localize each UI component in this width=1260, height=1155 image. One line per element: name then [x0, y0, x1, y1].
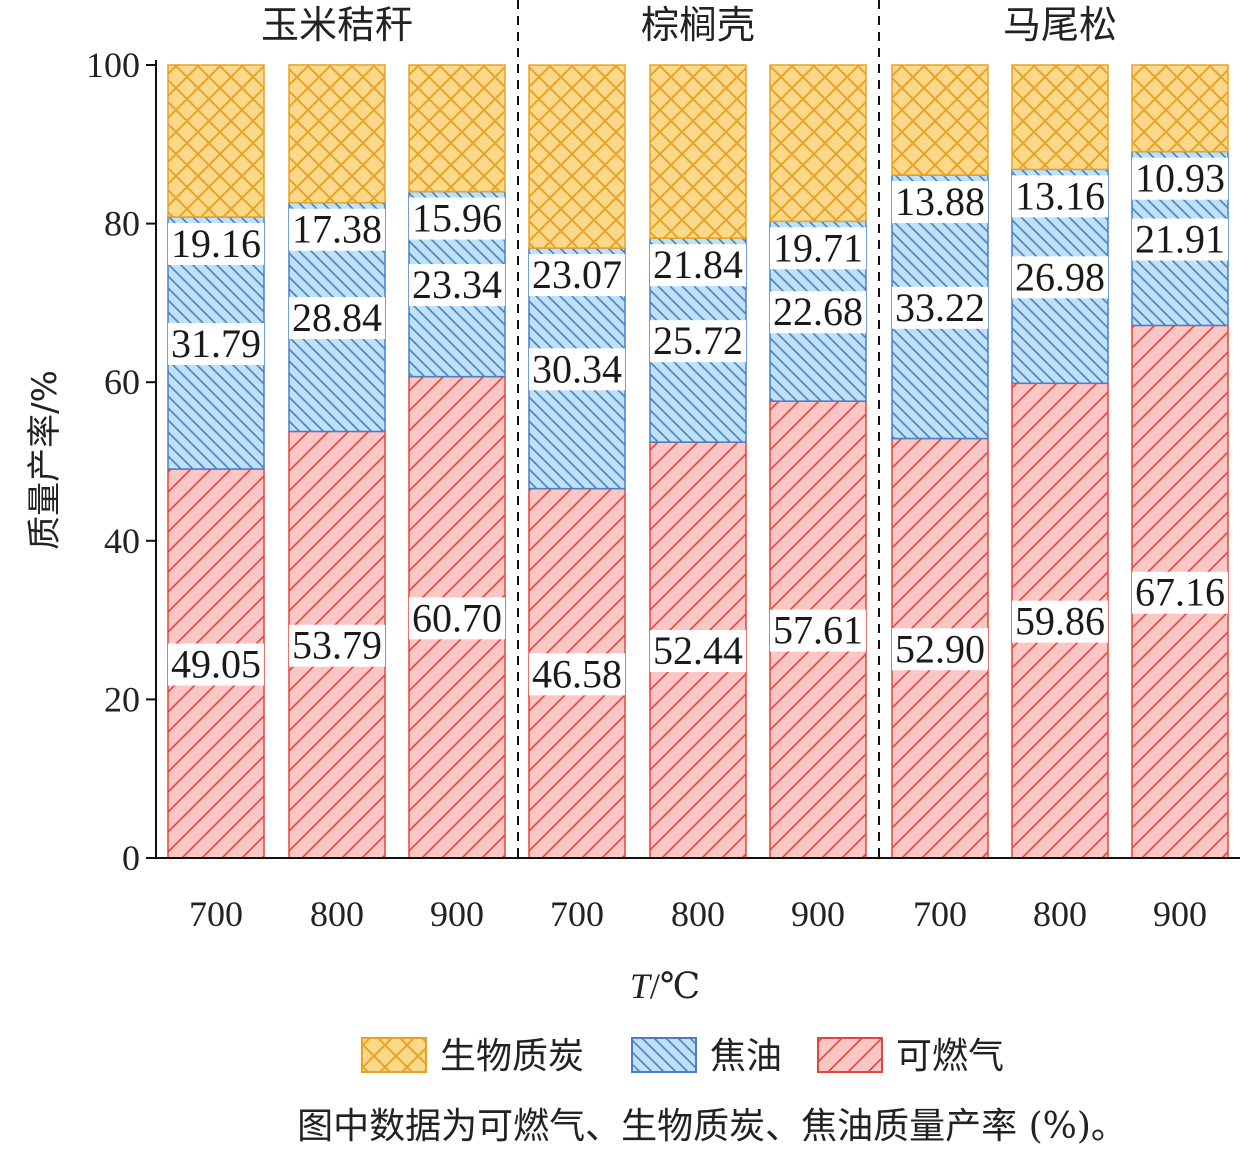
value-label-char-1: 17.38 — [292, 207, 382, 252]
value-label-bg-tar-4 — [650, 320, 746, 363]
y-tick-label-5: 100 — [86, 45, 140, 85]
value-label-bg-gas-6 — [892, 628, 988, 671]
value-label-tar-7: 26.98 — [1015, 254, 1105, 299]
value-label-bg-char-3 — [529, 254, 625, 297]
value-label-gas-2: 60.70 — [412, 595, 502, 640]
bar-segment-char-0 — [167, 64, 265, 218]
x-ticks: 700 800 900 700 800 900 700 800 900 — [189, 894, 1207, 934]
value-label-bg-char-1 — [289, 208, 385, 251]
value-label-char-8: 10.93 — [1135, 156, 1225, 201]
bar-segment-char-8 — [1131, 64, 1229, 153]
value-label-bg-tar-1 — [289, 297, 385, 340]
y-ticks: 0 20 40 60 80 100 — [86, 45, 156, 878]
x-axis-label: T/℃ — [630, 966, 700, 1006]
y-tick-label-1: 20 — [104, 679, 140, 719]
value-label-bg-char-4 — [650, 244, 746, 287]
value-label-char-0: 19.16 — [171, 221, 261, 266]
value-label-bg-tar-8 — [1132, 218, 1228, 261]
value-label-char-5: 19.71 — [773, 225, 863, 270]
value-label-bg-char-5 — [770, 227, 866, 270]
value-label-gas-6: 52.90 — [895, 626, 985, 671]
value-label-tar-5: 22.68 — [773, 289, 863, 334]
y-axis-label: 质量产率/% — [25, 370, 65, 550]
bar-segment-char-3 — [528, 64, 626, 249]
legend-swatch-gas — [817, 1037, 883, 1073]
value-label-tar-1: 28.84 — [292, 295, 382, 340]
value-label-bg-char-2 — [409, 197, 505, 240]
value-label-bg-gas-3 — [529, 653, 625, 696]
value-label-bg-gas-5 — [770, 609, 866, 652]
value-label-bg-gas-8 — [1132, 571, 1228, 614]
value-label-char-4: 21.84 — [653, 242, 743, 287]
value-label-bg-tar-3 — [529, 348, 625, 391]
value-label-bg-tar-6 — [892, 286, 988, 329]
value-label-gas-5: 57.61 — [773, 608, 863, 653]
x-tick-label-3: 700 — [550, 894, 604, 934]
value-label-bg-char-7 — [1012, 175, 1108, 218]
y-tick-label-0: 0 — [122, 838, 140, 878]
bar-segment-char-2 — [408, 64, 506, 193]
x-tick-label-7: 800 — [1033, 894, 1087, 934]
value-label-bg-gas-4 — [650, 630, 746, 673]
legend-swatch-char — [361, 1037, 427, 1073]
legend-label-char: 生物质炭 — [440, 1036, 584, 1077]
value-labels-layer: 49.05 31.79 19.16 53.79 28.84 17.38 60.70 23.34… — [168, 156, 1228, 696]
value-label-tar-3: 30.34 — [532, 346, 622, 391]
x-axis-label-symbol: T — [630, 966, 653, 1006]
value-label-bg-char-8 — [1132, 157, 1228, 200]
value-label-gas-4: 52.44 — [653, 628, 743, 673]
x-tick-label-8: 900 — [1153, 894, 1207, 934]
legend-label-gas: 可燃气 — [896, 1036, 1004, 1077]
bar-segment-char-1 — [288, 64, 386, 204]
value-label-tar-8: 21.91 — [1135, 217, 1225, 262]
bar-segment-char-4 — [649, 64, 747, 239]
value-label-bg-char-6 — [892, 181, 988, 224]
chart-footnote: 图中数据为可燃气、生物质炭、焦油质量产率 (%)。 — [297, 1106, 1127, 1147]
value-label-char-6: 13.88 — [895, 179, 985, 224]
value-label-gas-0: 49.05 — [171, 642, 261, 687]
legend-label-tar: 焦油 — [710, 1036, 782, 1077]
value-label-char-2: 15.96 — [412, 196, 502, 241]
value-label-bg-gas-1 — [289, 624, 385, 667]
x-tick-label-1: 800 — [310, 894, 364, 934]
legend-swatch-tar — [631, 1037, 697, 1073]
value-label-gas-8: 67.16 — [1135, 570, 1225, 615]
value-label-bg-char-0 — [168, 222, 264, 265]
x-tick-label-5: 900 — [791, 894, 845, 934]
y-tick-label-4: 80 — [104, 204, 140, 244]
value-label-bg-tar-5 — [770, 291, 866, 334]
value-label-bg-gas-2 — [409, 597, 505, 640]
value-label-tar-6: 33.22 — [895, 285, 985, 330]
value-label-bg-tar-2 — [409, 264, 505, 307]
value-label-tar-0: 31.79 — [171, 321, 261, 366]
y-tick-label-2: 40 — [104, 521, 140, 561]
x-tick-label-4: 800 — [671, 894, 725, 934]
value-label-gas-3: 46.58 — [532, 651, 622, 696]
value-label-gas-7: 59.86 — [1015, 599, 1105, 644]
value-label-bg-tar-7 — [1012, 256, 1108, 299]
value-label-bg-tar-0 — [168, 322, 264, 365]
group-title-0: 玉米秸秆 — [261, 3, 413, 47]
bar-segment-char-7 — [1011, 64, 1109, 171]
y-tick-label-3: 60 — [104, 362, 140, 402]
x-tick-label-6: 700 — [913, 894, 967, 934]
value-label-bg-gas-7 — [1012, 600, 1108, 643]
x-tick-label-0: 700 — [189, 894, 243, 934]
legend: 生物质炭 焦油 可燃气 — [361, 1036, 1004, 1077]
bar-segment-char-5 — [769, 64, 867, 223]
value-label-char-7: 13.16 — [1015, 173, 1105, 218]
value-label-tar-4: 25.72 — [653, 318, 743, 363]
value-label-char-3: 23.07 — [532, 252, 622, 297]
value-label-bg-gas-0 — [168, 643, 264, 686]
group-title-1: 棕榈壳 — [641, 3, 755, 47]
bar-segment-char-6 — [891, 64, 989, 176]
value-label-gas-1: 53.79 — [292, 623, 382, 668]
value-label-tar-2: 23.34 — [412, 262, 502, 307]
x-axis-label-unit: /℃ — [650, 966, 700, 1006]
group-title-2: 马尾松 — [1003, 3, 1117, 47]
x-tick-label-2: 900 — [430, 894, 484, 934]
